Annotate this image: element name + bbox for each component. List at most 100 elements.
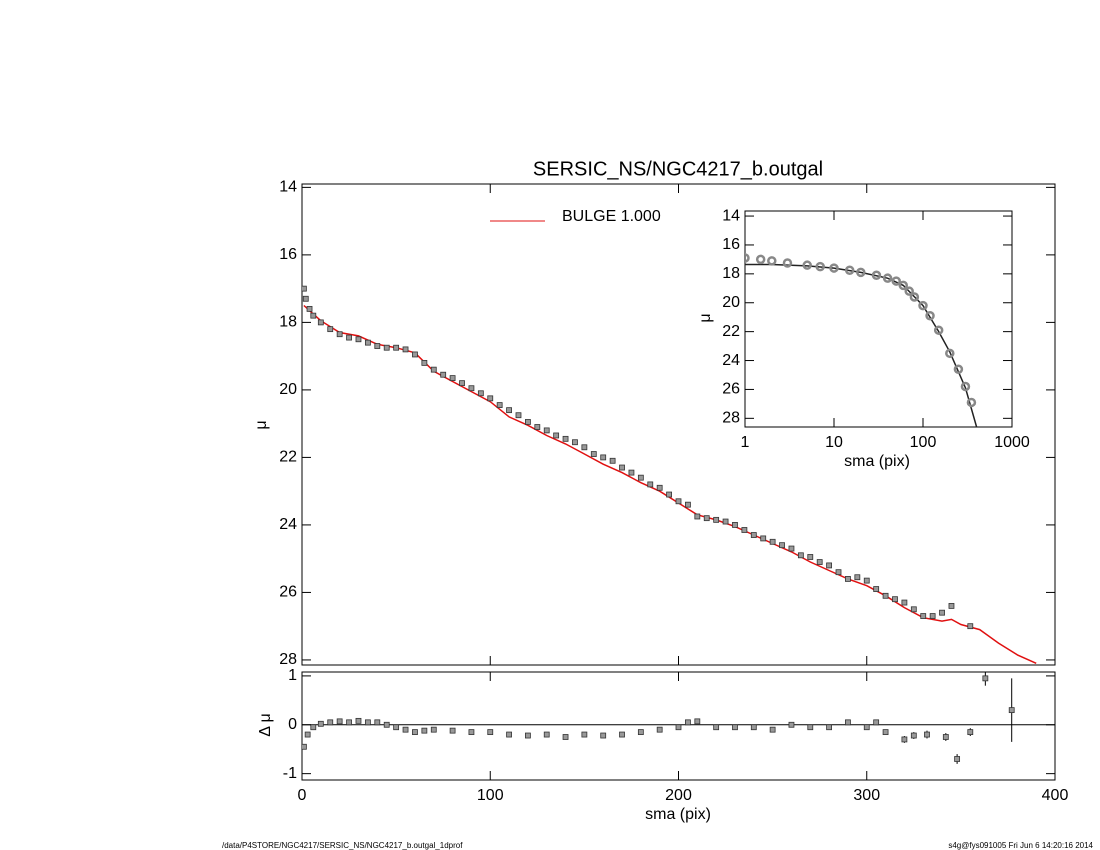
data-point: [815, 261, 825, 272]
data-point: [402, 726, 409, 733]
data-point: [310, 724, 317, 731]
data-point: [310, 312, 317, 319]
data-point: [829, 263, 839, 273]
data-point: [694, 718, 701, 725]
data-point: [609, 457, 616, 464]
data-point: [336, 331, 343, 338]
data-point: [1008, 707, 1015, 714]
data-point: [306, 305, 313, 312]
y-tick-label: 18: [722, 265, 740, 282]
data-point: [562, 435, 569, 442]
data-point: [856, 267, 866, 278]
plot-frame: [744, 210, 1013, 428]
data-point: [769, 538, 776, 545]
x-tick-label: 1000: [994, 434, 1030, 451]
data-point: [910, 732, 917, 739]
data-point: [496, 402, 503, 408]
data-point: [562, 734, 569, 740]
data-point: [459, 380, 465, 387]
data-point: [826, 724, 832, 731]
data-point: [882, 273, 893, 283]
x-axis-label: sma (pix): [645, 806, 711, 823]
data-point: [449, 727, 456, 734]
data-point: [364, 719, 371, 726]
data-point: [745, 253, 750, 263]
data-point: [685, 719, 691, 726]
y-tick-label: 22: [279, 449, 297, 466]
y-tick-label: 16: [279, 246, 297, 263]
data-point: [713, 516, 720, 523]
x-tick-label: 0: [298, 787, 307, 804]
data-point: [942, 734, 949, 740]
data-point: [383, 344, 390, 351]
data-point: [628, 469, 635, 476]
data-point: [430, 726, 437, 733]
data-point: [412, 729, 418, 736]
data-point: [675, 724, 682, 731]
data-point: [355, 336, 362, 343]
y-tick-label: 20: [722, 294, 740, 311]
data-point: [807, 724, 814, 731]
x-tick-label: 10: [825, 434, 843, 451]
data-point: [515, 412, 522, 419]
data-point: [797, 552, 804, 559]
y-tick-label: 28: [722, 410, 740, 427]
data-point: [807, 554, 814, 560]
data-point: [750, 532, 757, 538]
data-point: [904, 286, 914, 296]
y-tick-label: 14: [279, 179, 297, 196]
data-point: [317, 720, 324, 727]
data-point: [873, 719, 880, 726]
data-point: [374, 343, 381, 349]
y-tick-label: 24: [279, 516, 297, 533]
data-point: [779, 542, 785, 549]
y-tick-label: 28: [279, 651, 297, 668]
data-point: [477, 390, 484, 397]
data-point: [506, 731, 512, 738]
data-point: [953, 364, 964, 374]
model-line: [745, 263, 978, 427]
data-point: [468, 385, 475, 392]
data-point: [713, 724, 720, 731]
data-point: [703, 515, 710, 522]
data-point: [863, 724, 870, 731]
data-point: [430, 366, 437, 373]
data-point: [402, 346, 409, 353]
data-point: [882, 729, 889, 736]
data-point: [788, 721, 795, 728]
data-point: [960, 381, 971, 392]
plot-area: [302, 285, 1037, 664]
data-point: [750, 724, 757, 731]
data-point: [327, 326, 334, 333]
data-point: [863, 577, 870, 584]
data-point: [967, 729, 974, 736]
data-point: [506, 407, 512, 414]
data-point: [590, 451, 597, 457]
data-point: [901, 736, 908, 743]
legend-label: BULGE 1.000: [562, 208, 661, 225]
data-point: [871, 270, 882, 281]
data-point: [826, 562, 832, 569]
data-point: [302, 743, 307, 750]
data-point: [619, 731, 625, 738]
data-point: [487, 729, 494, 736]
data-point: [760, 535, 767, 542]
data-point: [543, 427, 550, 434]
data-point: [600, 732, 607, 739]
data-point: [553, 432, 560, 439]
data-point: [637, 729, 644, 736]
y-tick-label: 24: [722, 352, 740, 369]
data-point: [355, 717, 362, 724]
data-point: [816, 559, 823, 565]
x-tick-label: 200: [665, 787, 692, 804]
data-point: [722, 518, 729, 525]
data-point: [945, 348, 955, 359]
data-point: [920, 613, 927, 619]
data-point: [845, 576, 851, 582]
data-point: [440, 371, 447, 378]
data-point: [525, 419, 531, 425]
data-point: [543, 731, 550, 738]
data-point: [619, 464, 625, 471]
data-point: [910, 606, 917, 613]
data-point: [374, 719, 381, 726]
